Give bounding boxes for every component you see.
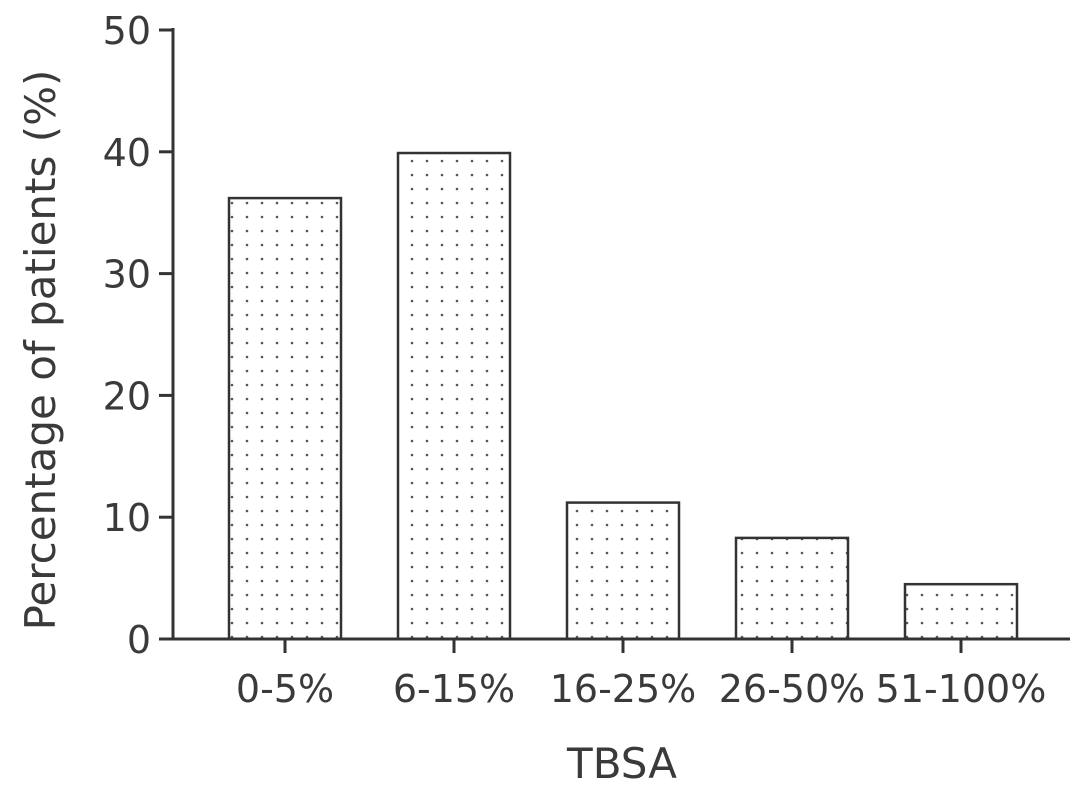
bar-51-100% bbox=[903, 582, 1019, 641]
bar-0-5% bbox=[227, 196, 343, 641]
x-tick-label: 51-100% bbox=[876, 667, 1047, 711]
x-tick-label: 16-25% bbox=[550, 667, 697, 711]
axes-layer bbox=[159, 28, 1070, 653]
y-tick-label: 40 bbox=[103, 131, 151, 175]
x-tick-label: 6-15% bbox=[393, 667, 515, 711]
y-tick-label: 0 bbox=[127, 618, 151, 662]
x-tick-label: 26-50% bbox=[719, 667, 866, 711]
bars-layer bbox=[227, 151, 1019, 641]
x-tick-labels: 0-5% 6-15% 16-25% 26-50% 51-100% bbox=[236, 667, 1046, 711]
bar-6-15% bbox=[396, 151, 512, 641]
y-axis-title: Percentage of patients (%) bbox=[16, 70, 65, 631]
y-tick-labels: 0 10 20 30 40 50 bbox=[103, 9, 151, 662]
bar-16-25% bbox=[565, 501, 681, 641]
x-axis-title: TBSA bbox=[566, 739, 677, 788]
x-tick-label: 0-5% bbox=[236, 667, 334, 711]
y-tick-label: 50 bbox=[103, 9, 151, 53]
bar-26-50% bbox=[734, 536, 850, 641]
y-tick-label: 30 bbox=[103, 253, 151, 297]
y-tick-label: 10 bbox=[103, 496, 151, 540]
y-tick-label: 20 bbox=[103, 374, 151, 418]
